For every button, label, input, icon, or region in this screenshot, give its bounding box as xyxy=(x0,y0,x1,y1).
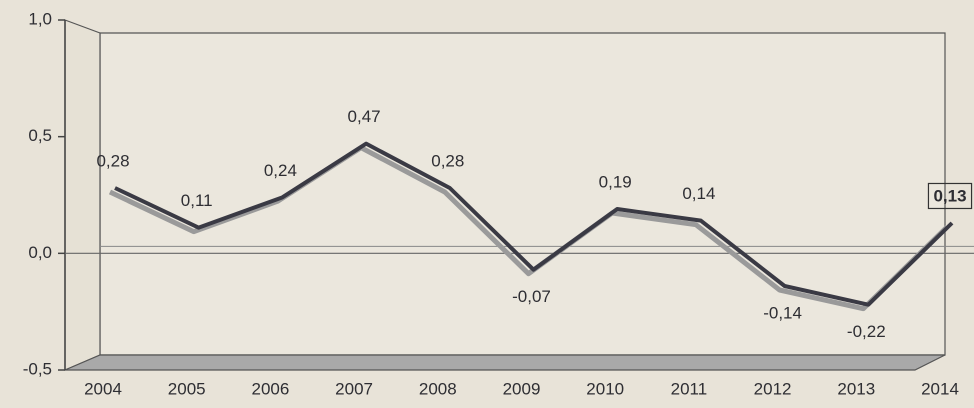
y-tick-label: -0,5 xyxy=(23,359,52,378)
line xyxy=(114,141,954,307)
side-wall xyxy=(64,19,101,371)
x-tick-label: 2004 xyxy=(84,379,122,398)
x-tick-label: 2013 xyxy=(837,379,875,398)
x-tick-label: 2009 xyxy=(503,379,541,398)
x-tick-label: 2005 xyxy=(168,379,206,398)
floor xyxy=(64,354,946,371)
x-tick-label: 2008 xyxy=(419,379,457,398)
value-label: 0,24 xyxy=(264,161,297,180)
back-wall xyxy=(99,32,946,356)
value-label: 0,19 xyxy=(599,172,632,191)
value-label: 0,13 xyxy=(933,186,966,205)
x-tick-label: 2010 xyxy=(586,379,624,398)
value-label: 0,28 xyxy=(431,151,464,170)
x-tick-label: 2007 xyxy=(335,379,373,398)
x-tick-label: 2012 xyxy=(754,379,792,398)
x-tick-label: 2014 xyxy=(921,379,959,398)
y-tick-label: 0,5 xyxy=(28,126,52,145)
x-tick-label: 2006 xyxy=(251,379,289,398)
value-label: -0,14 xyxy=(763,303,802,322)
y-tick-label: 1,0 xyxy=(28,9,52,28)
value-label: 0,11 xyxy=(181,191,213,210)
value-label: 0,47 xyxy=(348,107,381,126)
value-label: -0,22 xyxy=(847,322,886,341)
value-label: -0,07 xyxy=(512,287,551,306)
line-shadow xyxy=(108,145,949,312)
value-label: 0,28 xyxy=(96,151,129,170)
value-label: 0,14 xyxy=(682,184,715,203)
y-tick-label: 0,0 xyxy=(28,243,52,262)
value-label-box xyxy=(927,182,973,210)
x-tick-label: 2011 xyxy=(671,379,708,398)
